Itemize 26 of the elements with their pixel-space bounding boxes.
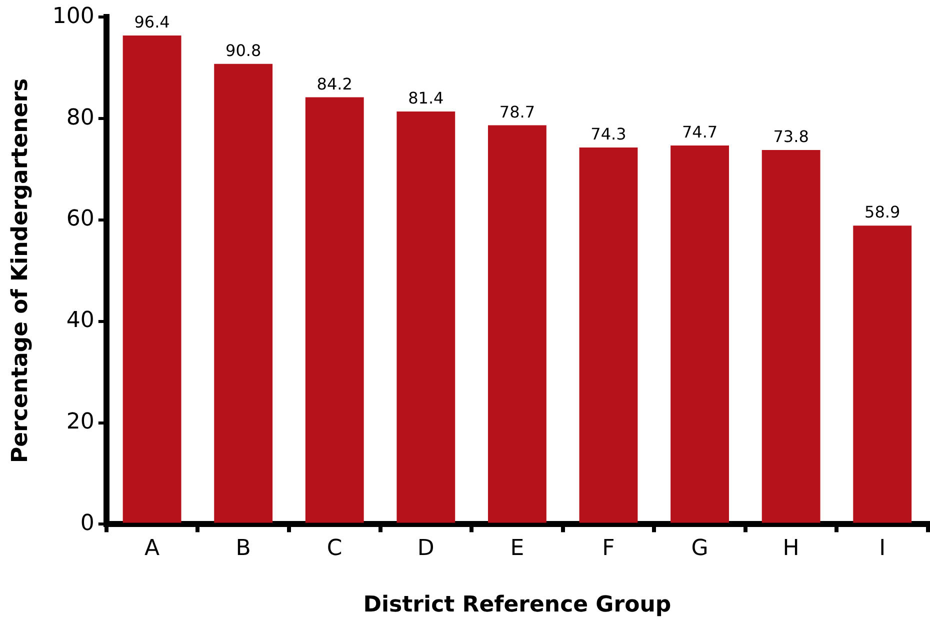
x-tick-label: E [510,536,524,562]
data-label: 78.7 [499,102,536,122]
y-tick-label: 60 [66,206,94,232]
y-tick-label: 100 [52,4,94,29]
y-tick-label: 0 [80,510,94,536]
data-label: 90.8 [226,41,262,60]
x-tick-label: C [326,536,342,562]
y-tick-label: 40 [66,308,94,334]
x-tick-label: G [691,536,708,562]
y-axis-title: Percentage of Kindergarteners [8,78,33,464]
data-label: 74.7 [682,122,718,142]
data-label: 84.2 [316,74,352,94]
x-tick-label: I [879,536,886,562]
data-label: 74.3 [590,124,626,144]
data-label: 96.4 [134,12,170,32]
data-label: 73.8 [773,127,809,146]
x-tick-label: H [782,536,800,562]
x-tick-label: A [144,536,160,562]
y-tick-label: 80 [66,105,94,130]
x-tick-label: D [417,536,434,562]
data-label: 81.4 [408,88,444,108]
x-tick-label: F [602,536,615,562]
x-tick-label: B [236,536,251,562]
data-label: 58.9 [864,202,900,222]
y-tick-label: 20 [66,410,94,435]
x-axis-title: District Reference Group [363,592,672,618]
